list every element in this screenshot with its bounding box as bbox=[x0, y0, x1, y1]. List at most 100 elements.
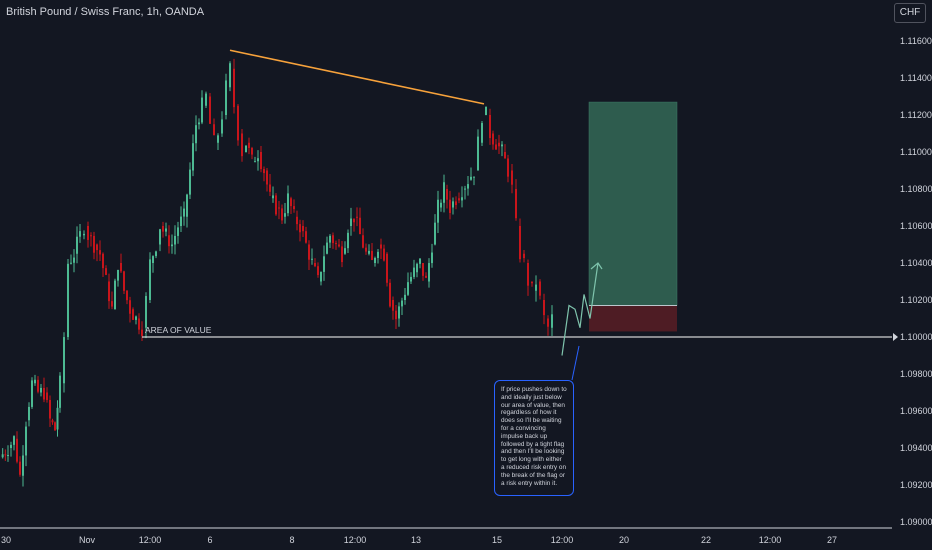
candle-body bbox=[195, 125, 197, 144]
candle-body bbox=[70, 262, 72, 264]
candle-body bbox=[504, 152, 506, 159]
candle-body bbox=[174, 235, 176, 245]
candle-body bbox=[165, 228, 167, 232]
candle-body bbox=[257, 158, 259, 162]
x-tick-label: 12:00 bbox=[551, 535, 574, 545]
projection-arrowhead bbox=[590, 262, 603, 270]
projected-path bbox=[561, 262, 599, 356]
x-tick-label: 12:00 bbox=[139, 535, 162, 545]
trade-note-callout: If price pushes down to and ideally just… bbox=[494, 380, 574, 496]
y-tick-label: 1.10400 bbox=[900, 258, 932, 268]
candle-body bbox=[159, 229, 161, 245]
candle-body bbox=[531, 281, 533, 284]
candle-body bbox=[149, 259, 151, 300]
candle-body bbox=[102, 253, 104, 269]
candle-body bbox=[383, 248, 385, 261]
candle-body bbox=[332, 235, 334, 244]
candle-body bbox=[485, 106, 487, 115]
candle-body bbox=[120, 263, 122, 272]
candle-body bbox=[141, 329, 143, 336]
candle-body bbox=[272, 195, 274, 199]
candle-body bbox=[308, 244, 310, 260]
candle-body bbox=[353, 218, 355, 223]
trade-note-text: If price pushes down to and ideally just… bbox=[501, 386, 567, 487]
candle-body bbox=[290, 198, 292, 207]
candle-body bbox=[13, 436, 15, 445]
candle-body bbox=[431, 252, 433, 264]
candle-body bbox=[314, 263, 316, 267]
candle-body bbox=[449, 199, 451, 213]
candle-body bbox=[338, 244, 340, 247]
candle-body bbox=[302, 226, 304, 232]
candle-body bbox=[341, 246, 343, 263]
candle-body bbox=[63, 337, 65, 384]
candle-body bbox=[535, 284, 537, 291]
candle-body bbox=[299, 224, 301, 233]
candle-body bbox=[198, 122, 200, 125]
candle-body bbox=[117, 269, 119, 281]
candle-body bbox=[365, 247, 367, 252]
candle-body bbox=[213, 124, 215, 136]
candle-body bbox=[551, 314, 553, 328]
candle-body bbox=[225, 80, 227, 115]
candle-body bbox=[87, 226, 89, 240]
candle-body bbox=[335, 243, 337, 245]
candle-body bbox=[323, 256, 325, 272]
candle-body bbox=[209, 96, 211, 124]
x-tick-label: Nov bbox=[79, 535, 96, 545]
candle-body bbox=[287, 193, 289, 214]
candle-body bbox=[177, 227, 179, 236]
candle-body bbox=[495, 144, 497, 150]
x-tick-label: 8 bbox=[289, 535, 294, 545]
candle-body bbox=[511, 170, 513, 185]
candle-body bbox=[245, 145, 247, 152]
currency-button[interactable]: CHF bbox=[894, 3, 926, 23]
candle-body bbox=[201, 97, 203, 123]
candle-body bbox=[326, 242, 328, 254]
y-tick-label: 1.09800 bbox=[900, 369, 932, 379]
x-tick-label: 22 bbox=[701, 535, 711, 545]
candle-body bbox=[371, 250, 373, 260]
y-tick-label: 1.11000 bbox=[900, 147, 932, 157]
candle-body bbox=[501, 144, 503, 147]
candle-body bbox=[34, 379, 36, 384]
candle-body bbox=[401, 300, 403, 307]
candle-body bbox=[362, 235, 364, 248]
candle-body bbox=[37, 379, 39, 392]
candle-body bbox=[377, 251, 379, 258]
candle-body bbox=[392, 300, 394, 311]
candle-body bbox=[114, 280, 116, 310]
candle-body bbox=[183, 208, 185, 217]
stop-loss-zone bbox=[589, 305, 677, 332]
candle-body bbox=[40, 387, 42, 393]
y-tick-label: 1.10600 bbox=[900, 221, 932, 231]
candle-body bbox=[275, 195, 277, 215]
candle-body bbox=[49, 399, 51, 419]
candle-body bbox=[79, 231, 81, 237]
candle-body bbox=[296, 216, 298, 225]
candle-body bbox=[31, 380, 33, 407]
candle-body bbox=[132, 309, 134, 320]
candle-body bbox=[410, 276, 412, 282]
candle-body bbox=[515, 189, 517, 219]
candle-body bbox=[543, 300, 545, 316]
candle-body bbox=[386, 253, 388, 283]
candle-body bbox=[455, 201, 457, 206]
candle-body bbox=[108, 281, 110, 302]
candle-body bbox=[523, 253, 525, 259]
candle-body bbox=[473, 176, 475, 178]
candle-body bbox=[43, 387, 45, 400]
candle-body bbox=[398, 306, 400, 319]
x-tick-label: 30 bbox=[1, 535, 11, 545]
candle-body bbox=[260, 152, 262, 170]
candle-body bbox=[241, 133, 243, 157]
candle-body bbox=[305, 231, 307, 243]
candle-body bbox=[519, 226, 521, 260]
candle-body bbox=[67, 263, 69, 337]
candle-body bbox=[266, 170, 268, 185]
x-tick-label: 12:00 bbox=[344, 535, 367, 545]
candle-body bbox=[168, 235, 170, 247]
y-tick-label: 1.09000 bbox=[900, 517, 932, 527]
candle-body bbox=[205, 93, 207, 106]
